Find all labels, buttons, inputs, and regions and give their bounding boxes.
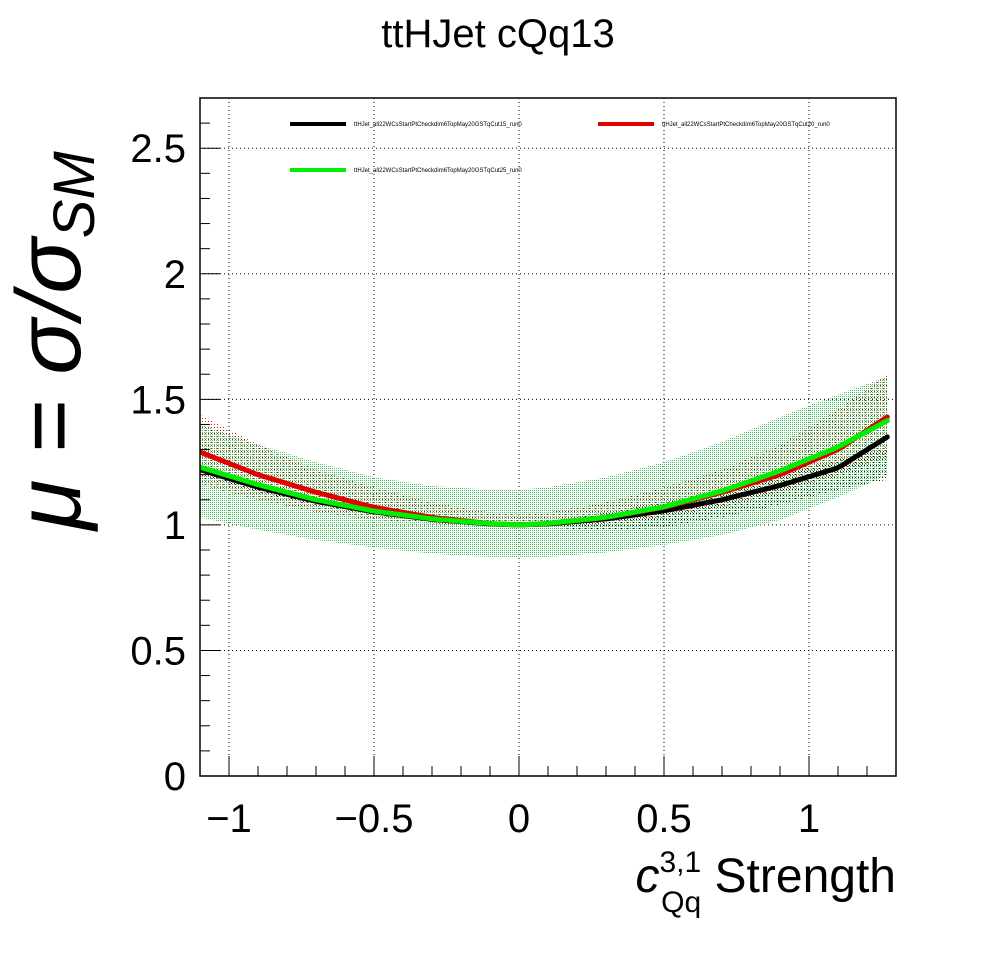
- x-tick-label: 0.5: [636, 797, 692, 841]
- series-lines: [200, 414, 890, 528]
- y-tick-label: 2: [164, 253, 186, 297]
- x-tick-label: 0: [508, 797, 530, 841]
- line-series-2: [200, 418, 890, 528]
- uncertainty-bands: [200, 374, 888, 558]
- x-axis-title-subscript: Qq: [661, 886, 701, 919]
- y-tick-label: 0.5: [130, 629, 186, 673]
- y-axis-title-subscript: SM: [42, 151, 107, 239]
- x-axis-title-superscript: 3,1: [659, 846, 701, 879]
- chart-title: ttHJet cQq13: [381, 12, 615, 56]
- x-axis-title-symbol: c: [635, 850, 659, 903]
- x-tick-label: −0.5: [335, 797, 414, 841]
- y-tick-label: 1: [164, 504, 186, 548]
- axis-ticks: [199, 97, 897, 777]
- x-tick-label: −1: [206, 797, 252, 841]
- legend-label-1: ttHJet_all22WCsStartPtCheckdim6TopMay20G…: [662, 122, 830, 128]
- legend-label-2: ttHJet_all22WCsStartPtCheckdim6TopMay20G…: [354, 168, 522, 174]
- x-axis-title: c3,1 Qq Strength: [635, 846, 896, 919]
- y-tick-label: 1.5: [130, 378, 186, 422]
- y-axis-title-main: μ = σ/σ: [0, 235, 100, 532]
- y-axis-title: μ = σ/σSM: [0, 151, 107, 532]
- legend-label-0: ttHJet_all22WCsStartPtCheckdim6TopMay20G…: [354, 122, 522, 128]
- legend: ttHJet_all22WCsStartPtCheckdim6TopMay20G…: [290, 122, 830, 174]
- x-axis-title-suffix: Strength: [701, 850, 896, 903]
- y-tick-label: 2.5: [130, 127, 186, 171]
- x-tick-label: 1: [798, 797, 820, 841]
- y-tick-label: 0: [164, 755, 186, 799]
- tick-labels: −1 −0.5 0 0.5 1 0 0.5 1 1.5 2 2.5: [130, 127, 820, 841]
